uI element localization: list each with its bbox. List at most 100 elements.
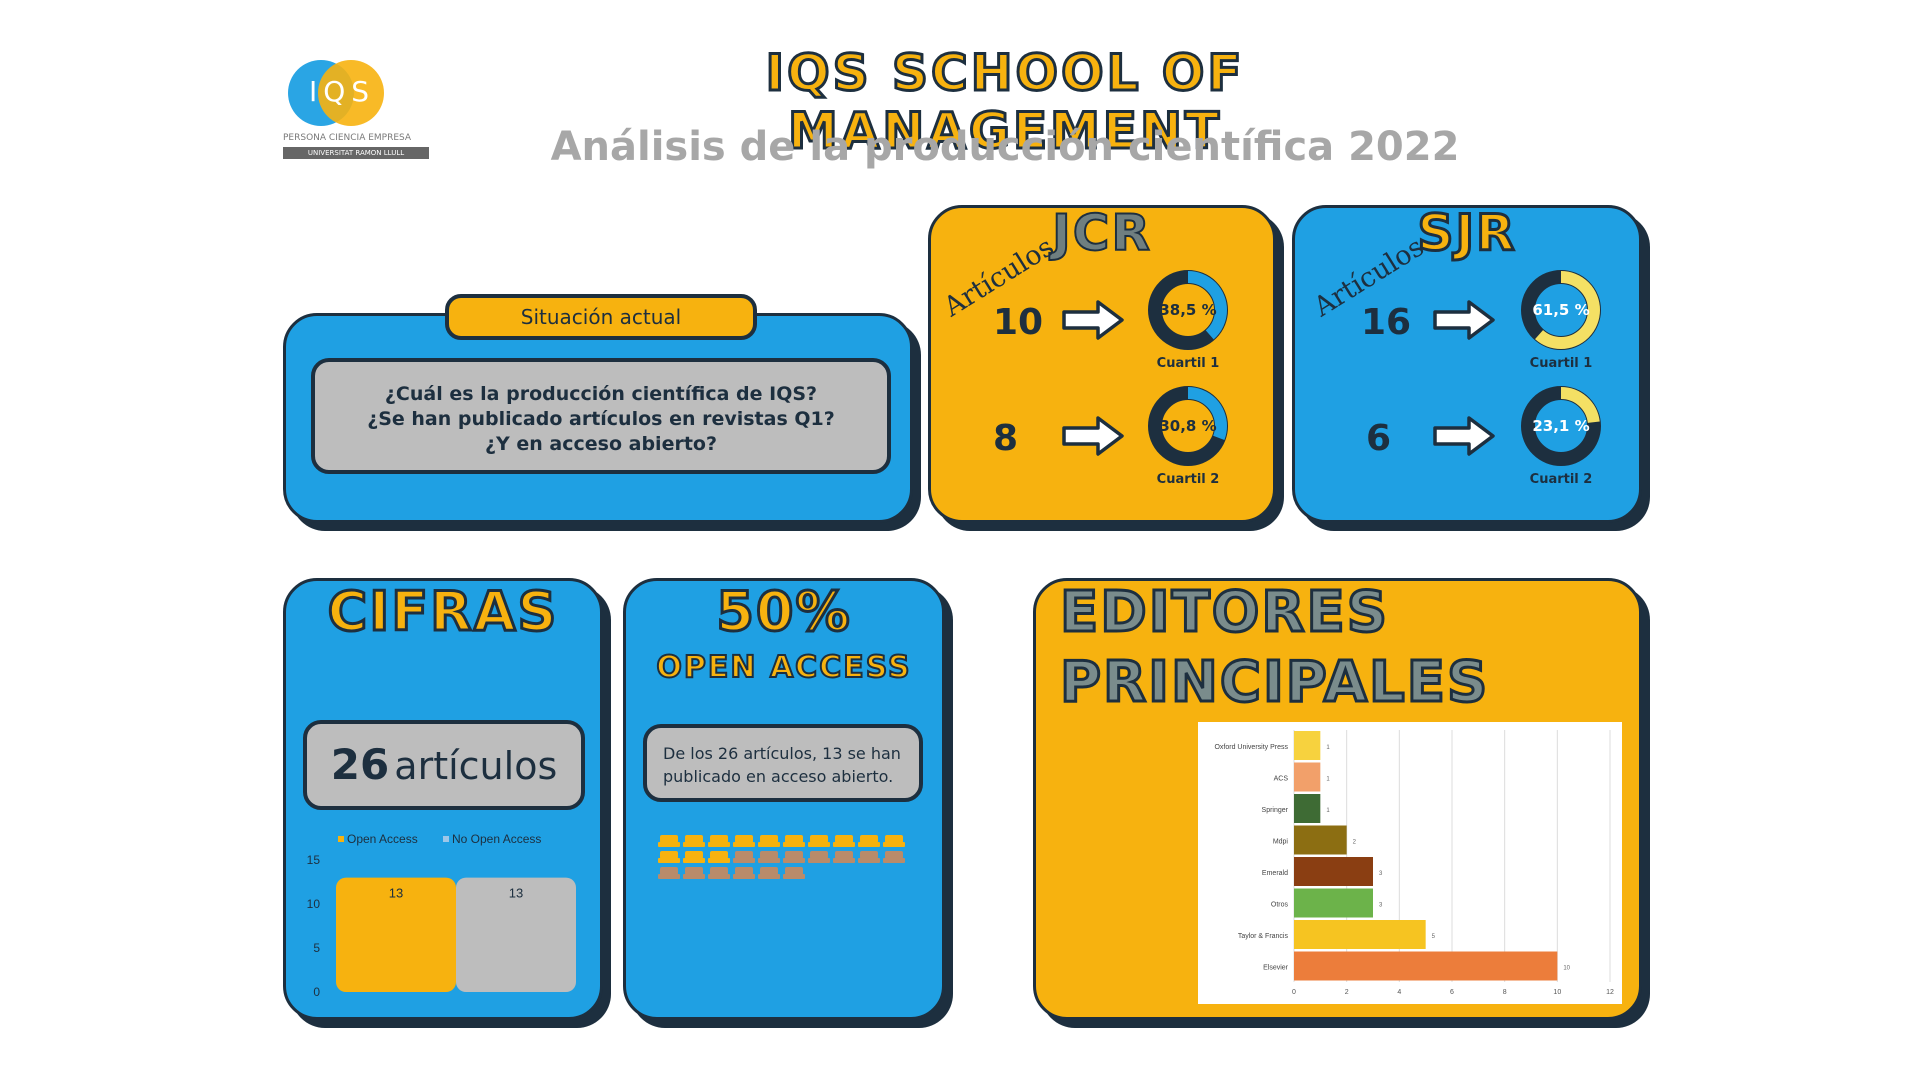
x-tick-label: 8 — [1503, 989, 1507, 996]
jcr-q1-donut: 38,5 % — [1148, 270, 1228, 350]
bar-value-label: 10 — [1563, 965, 1570, 971]
bar — [456, 877, 576, 992]
sjr-q1-donut: 61,5 % — [1521, 270, 1601, 350]
bar-value-label: 2 — [1353, 839, 1357, 845]
jcr-panel — [928, 205, 1276, 523]
seat-icon — [783, 867, 805, 879]
open-access-description: De los 26 artículos, 13 se han publicado… — [663, 744, 901, 786]
category-label: Springer — [1262, 807, 1289, 814]
situacion-line-3: ¿Y en acceso abierto? — [485, 433, 717, 455]
bar-value-label: 13 — [389, 886, 403, 901]
bar — [1294, 920, 1426, 949]
seat-icon — [733, 851, 755, 863]
y-tick-label: 15 — [307, 853, 321, 867]
situacion-line-1: ¿Cuál es la producción científica de IQS… — [384, 383, 818, 405]
x-tick-label: 0 — [1292, 989, 1296, 996]
donut-percent-label: 38,5 % — [1159, 301, 1216, 319]
jcr-q2-donut: 30,8 % — [1148, 386, 1228, 466]
seat-icon — [733, 835, 755, 847]
sjr-q2-quartile: Cuartil 2 — [1529, 472, 1593, 487]
x-tick-label: 6 — [1450, 989, 1454, 996]
bar — [1294, 762, 1321, 792]
sjr-panel — [1292, 205, 1642, 523]
seat-icon — [708, 835, 730, 847]
donut-value-arc — [1522, 271, 1600, 349]
donut-percent-label: 30,8 % — [1159, 417, 1216, 435]
legend-label: Open Access — [347, 832, 418, 846]
open-access-title: 50% — [715, 579, 852, 645]
legend-swatch — [338, 836, 344, 842]
donut-percent-label: 61,5 % — [1532, 301, 1589, 319]
editores-title-line2: PRINCIPALES — [1058, 649, 1490, 717]
situacion-questions-box: ¿Cuál es la producción científica de IQS… — [311, 358, 891, 474]
bar-value-label: 3 — [1379, 871, 1383, 877]
seat-icon — [808, 835, 830, 847]
jcr-q1-quartile: Cuartil 1 — [1156, 356, 1220, 371]
category-label: Elsevier — [1263, 964, 1289, 971]
seat-icon — [658, 867, 680, 879]
seat-icon — [833, 835, 855, 847]
logo: IQS PERSONA CIENCIA EMPRESA UNIVERSITAT … — [283, 55, 443, 165]
bar — [336, 877, 456, 992]
jcr-count-q2: 8 — [993, 418, 1019, 459]
jcr-q2-quartile: Cuartil 2 — [1156, 472, 1220, 487]
bar — [1294, 951, 1558, 981]
jcr-title: JCR — [1051, 203, 1152, 263]
cifras-title: CIFRAS — [326, 579, 559, 645]
sjr-q1-quartile: Cuartil 1 — [1529, 356, 1593, 371]
seat-icon — [783, 835, 805, 847]
seat-icon — [808, 851, 830, 863]
situacion-line-2: ¿Se han publicado artículos en revistas … — [367, 408, 835, 430]
seat-icon — [783, 851, 805, 863]
donut-value-arc — [1149, 271, 1227, 349]
donut-percent-label: 23,1 % — [1532, 417, 1589, 435]
seat-icon — [758, 851, 780, 863]
category-label: ACS — [1274, 775, 1289, 782]
bar-value-label: 3 — [1379, 902, 1383, 908]
y-tick-label: 5 — [313, 941, 320, 955]
right-arrow-icon — [1062, 300, 1124, 340]
category-label: Mdpi — [1273, 838, 1289, 845]
sjr-title: SJR — [1416, 203, 1517, 264]
seat-icon — [858, 851, 880, 863]
page-subtitle: Análisis de la producción científica 202… — [550, 124, 1460, 170]
seat-icon — [883, 851, 905, 863]
bar-value-label: 5 — [1432, 934, 1436, 940]
seat-icon — [658, 851, 680, 863]
seat-icon — [758, 835, 780, 847]
right-arrow-icon — [1062, 416, 1124, 456]
bar-value-label: 13 — [509, 886, 523, 901]
seat-icon — [758, 867, 780, 879]
x-tick-label: 12 — [1606, 989, 1614, 996]
seat-icon — [883, 835, 905, 847]
open-access-description-box: De los 26 artículos, 13 se han publicado… — [643, 724, 923, 802]
cifras-total-box: 26 artículos — [303, 720, 585, 810]
sjr-count-q2: 6 — [1366, 418, 1392, 459]
x-tick-label: 2 — [1345, 989, 1349, 996]
legend-swatch — [443, 836, 449, 842]
seat-icon — [733, 867, 755, 879]
jcr-count-q1: 10 — [993, 302, 1044, 343]
sjr-count-q1: 16 — [1361, 302, 1412, 343]
category-label: Emerald — [1262, 870, 1288, 877]
bar — [1294, 794, 1321, 823]
cifras-bar-chart: Open Access No Open Access 0 5 10 15 13 13 — [307, 832, 576, 999]
situacion-tab-label: Situación actual — [520, 305, 682, 329]
situacion-tab: Situación actual — [445, 294, 757, 340]
seat-icon — [708, 851, 730, 863]
logo-tagline: PERSONA CIENCIA EMPRESA — [283, 133, 412, 143]
bar-value-label: 1 — [1326, 745, 1330, 751]
seat-icon — [683, 867, 705, 879]
category-label: Oxford University Press — [1214, 744, 1288, 751]
bar-value-label: 1 — [1326, 808, 1330, 814]
bar — [1294, 888, 1373, 918]
logo-circles-icon — [288, 60, 384, 126]
x-tick-label: 10 — [1553, 989, 1561, 996]
logo-text: IQS — [308, 75, 376, 108]
bar — [1294, 825, 1347, 855]
seat-icon — [708, 867, 730, 879]
open-access-subtitle: OPEN ACCESS — [655, 649, 912, 686]
seat-icon — [833, 851, 855, 863]
bar-value-label: 1 — [1326, 776, 1330, 782]
